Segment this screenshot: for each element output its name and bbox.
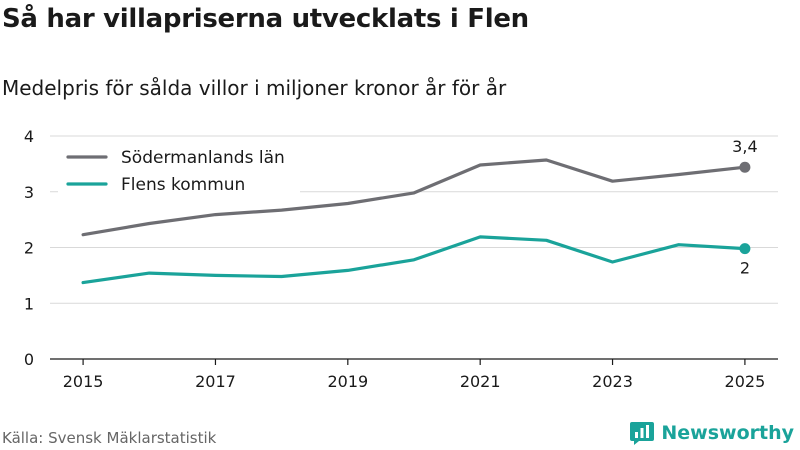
y-tick-label: 0 — [24, 350, 34, 369]
y-tick-label: 4 — [24, 127, 34, 146]
chart-title: Så har villapriserna utvecklats i Flen — [2, 4, 529, 34]
data-label-flen: 2 — [740, 259, 750, 278]
series-line-sodermanland — [81, 158, 747, 237]
brand-name: Newsworthy — [661, 422, 794, 444]
y-tick-label: 3 — [24, 183, 34, 202]
x-tick-label: 2025 — [725, 372, 766, 391]
y-tick-label: 1 — [24, 294, 34, 313]
legend-background — [58, 141, 300, 195]
legend: Södermanlands län Flens kommun — [58, 141, 300, 195]
x-tick-label: 2023 — [592, 372, 633, 391]
brand-logo: Newsworthy — [629, 420, 794, 446]
x-tick-label: 2019 — [327, 372, 368, 391]
series-line-flen — [81, 235, 747, 285]
legend-label-sodermanland: Södermanlands län — [121, 148, 285, 168]
x-tick-label: 2017 — [195, 372, 236, 391]
x-tick-label: 2021 — [460, 372, 501, 391]
chart-subtitle: Medelpris för sålda villor i miljoner kr… — [2, 76, 507, 100]
series-end-point-flen — [739, 243, 751, 255]
y-tick-label: 2 — [24, 239, 34, 258]
axes: 0 1 2 3 4 2015 2017 2019 2021 2023 2025 — [24, 127, 778, 391]
legend-label-flen: Flens kommun — [121, 175, 245, 195]
source-note: Källa: Svensk Mäklarstatistik — [2, 429, 217, 447]
newsworthy-logo-icon — [630, 422, 655, 445]
data-label-sodermanland: 3,4 — [732, 137, 757, 156]
series-group: 3,42 — [81, 137, 758, 285]
x-tick-label: 2015 — [63, 372, 104, 391]
series-end-point-sodermanland — [739, 161, 751, 173]
